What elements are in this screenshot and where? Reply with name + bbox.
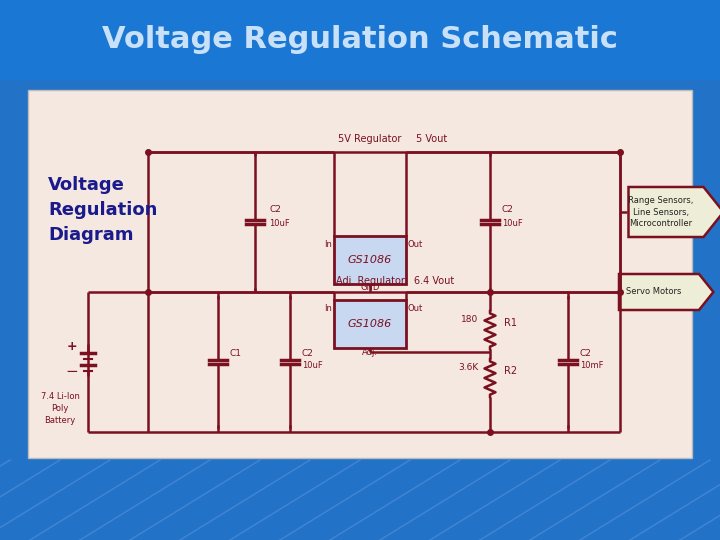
Text: GND: GND (360, 283, 379, 292)
Text: 10uF: 10uF (302, 361, 323, 370)
Text: Voltage
Regulation
Diagram: Voltage Regulation Diagram (48, 176, 158, 244)
Text: 5 Vout: 5 Vout (416, 134, 447, 144)
Text: 6.4 Vout: 6.4 Vout (414, 276, 454, 286)
Text: −: − (66, 364, 78, 380)
FancyBboxPatch shape (334, 300, 406, 348)
Text: Adj. Regulator: Adj. Regulator (336, 276, 405, 286)
Polygon shape (629, 187, 720, 237)
Text: In: In (324, 304, 332, 313)
Polygon shape (619, 274, 714, 310)
Text: 5V Regulator: 5V Regulator (338, 134, 402, 144)
Text: GS1086: GS1086 (348, 319, 392, 329)
Text: 3.6K: 3.6K (458, 363, 478, 372)
Text: GS1086: GS1086 (348, 255, 392, 265)
Text: 7.4 Li-Ion
Poly
Battery: 7.4 Li-Ion Poly Battery (40, 392, 79, 424)
FancyBboxPatch shape (0, 0, 720, 80)
Text: R1: R1 (504, 318, 517, 328)
Text: Adj.: Adj. (362, 348, 378, 357)
Text: Range Sensors,
Line Sensors,
Microcontroller: Range Sensors, Line Sensors, Microcontro… (629, 195, 693, 228)
Text: C2: C2 (502, 205, 514, 214)
Text: C1: C1 (230, 349, 242, 358)
Text: 10uF: 10uF (502, 219, 523, 228)
Text: C2: C2 (580, 349, 592, 358)
Text: 10mF: 10mF (580, 361, 603, 370)
Text: R2: R2 (504, 366, 517, 376)
Text: 180: 180 (462, 315, 479, 324)
Text: In: In (324, 240, 332, 249)
FancyBboxPatch shape (28, 90, 692, 458)
Text: Out: Out (408, 304, 423, 313)
Text: Servo Motors: Servo Motors (626, 287, 682, 296)
Text: Out: Out (408, 240, 423, 249)
Text: Voltage Regulation Schematic: Voltage Regulation Schematic (102, 25, 618, 55)
Text: +: + (67, 340, 77, 353)
FancyBboxPatch shape (334, 236, 406, 284)
Text: 10uF: 10uF (269, 219, 289, 228)
Text: C2: C2 (269, 205, 281, 214)
Text: C2: C2 (302, 349, 314, 358)
